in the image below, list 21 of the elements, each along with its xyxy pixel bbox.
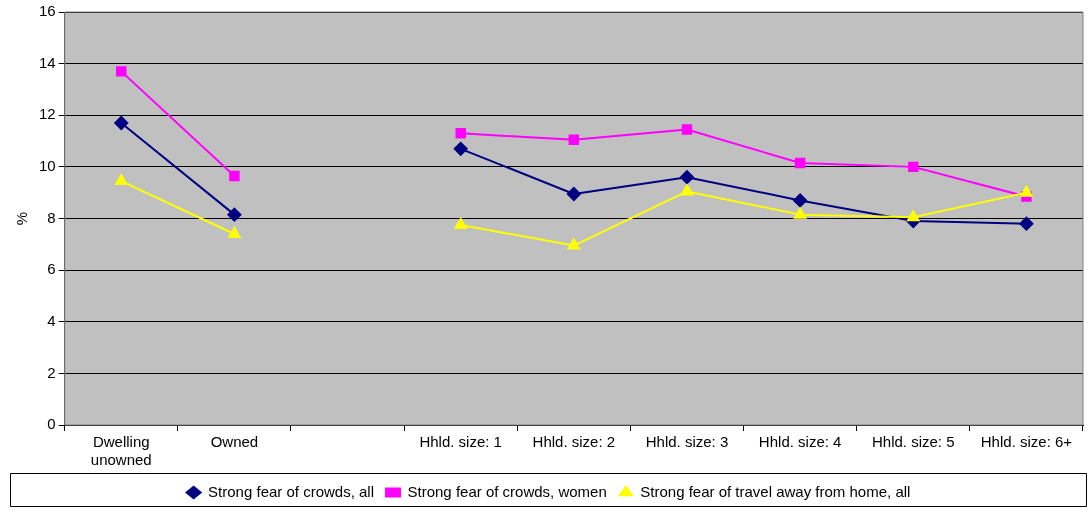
x-tick-label: Hhld. size: 5: [872, 433, 955, 451]
y-tick-label: 6: [47, 260, 56, 278]
y-tick-label: 2: [47, 363, 56, 381]
legend-label: Strong fear of travel away from home, all: [640, 482, 911, 500]
y-axis-title: %: [13, 211, 31, 226]
y-tick-label: 4: [47, 311, 56, 329]
legend-label: Strong fear of crowds, all: [208, 482, 375, 500]
legend-label: Strong fear of crowds, women: [407, 482, 607, 500]
y-tick-label: 12: [39, 105, 56, 123]
y-tick-label: 14: [39, 53, 56, 71]
y-tick-label: 8: [47, 208, 56, 226]
x-tick-label: Hhld. size: 3: [645, 433, 729, 451]
x-tick-label: Dwelling unowned: [90, 433, 152, 469]
x-tick-label: Owned: [210, 433, 259, 451]
x-tick-label: Hhld. size: 4: [758, 433, 842, 451]
y-tick-label: 16: [39, 2, 56, 20]
x-tick-label: Hhld. size: 1: [419, 433, 502, 451]
x-tick-label: Hhld. size: 6+: [980, 433, 1073, 451]
x-tick-label: Hhld. size: 2: [532, 433, 616, 451]
y-tick-label: 10: [39, 157, 56, 175]
y-tick-label: 0: [47, 415, 56, 433]
